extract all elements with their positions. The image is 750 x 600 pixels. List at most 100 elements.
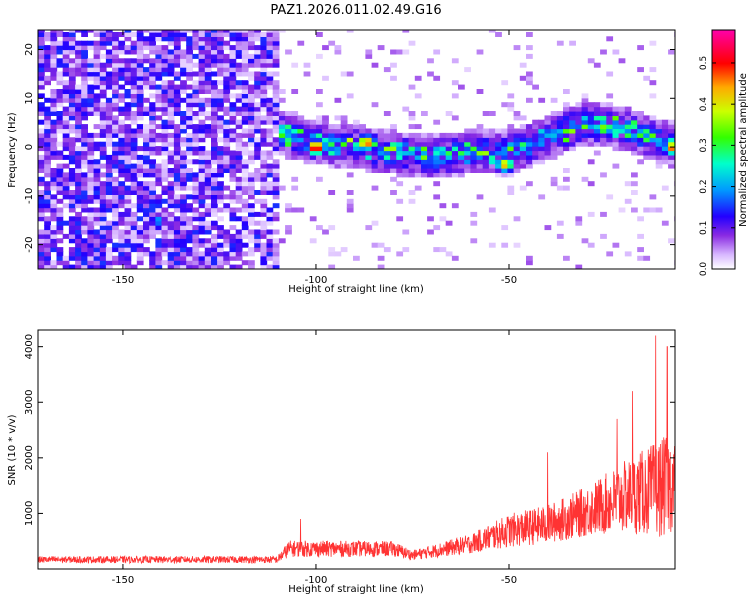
heatmap-cell — [563, 111, 570, 116]
heatmap-cell — [198, 198, 206, 204]
heatmap-cell — [192, 89, 200, 94]
heatmap-cell — [235, 124, 243, 130]
heatmap-cell — [38, 71, 45, 77]
heatmap-cell — [50, 30, 58, 33]
heatmap-cell — [241, 62, 249, 68]
heatmap-cell — [421, 163, 428, 169]
heatmap-cell — [124, 255, 132, 261]
heatmap-cell — [433, 247, 441, 253]
heatmap-cell — [143, 58, 150, 64]
heatmap-cell — [204, 242, 212, 248]
heatmap-cell — [235, 176, 243, 182]
heatmap-cell — [217, 93, 224, 99]
heatmap-cell — [451, 154, 459, 160]
heatmap-cell — [513, 115, 521, 121]
heatmap-cell — [390, 159, 397, 165]
heatmap-cell — [532, 146, 539, 152]
heatmap-cell — [198, 80, 206, 86]
heatmap-cell — [513, 150, 521, 156]
heatmap-cell — [38, 229, 45, 235]
heatmap-cell — [99, 146, 107, 152]
heatmap-cell — [353, 124, 360, 130]
heatmap-cell — [637, 111, 644, 116]
heatmap-cell — [371, 132, 379, 138]
heatmap-cell — [130, 211, 138, 217]
heatmap-cell — [143, 168, 150, 173]
heatmap-cell — [297, 141, 305, 147]
heatmap-cell — [56, 251, 64, 257]
heatmap-cell — [161, 71, 169, 77]
heatmap-cell — [217, 229, 224, 235]
heatmap-cell — [248, 53, 255, 59]
heatmap-cell — [328, 251, 336, 257]
heatmap-cell — [334, 132, 342, 138]
heatmap-cell — [167, 49, 175, 55]
heatmap-cell — [612, 141, 620, 147]
heatmap-cell — [526, 128, 533, 134]
heatmap-cell — [173, 40, 181, 46]
heatmap-cell — [38, 198, 45, 204]
heatmap-cell — [56, 124, 64, 130]
heatmap-cell — [223, 53, 231, 59]
heatmap-cell — [44, 181, 51, 187]
heatmap-cell — [624, 111, 632, 116]
heatmap-cell — [192, 97, 200, 103]
heatmap-cell — [130, 154, 138, 160]
heatmap-cell — [408, 159, 416, 165]
heatmap-cell — [593, 132, 601, 138]
heatmap-cell — [396, 150, 404, 156]
heatmap-cell — [173, 251, 181, 257]
heatmap-cell — [229, 194, 237, 200]
heatmap-cell — [575, 106, 583, 112]
heatmap-cell — [353, 159, 360, 165]
heatmap-cell — [235, 32, 243, 37]
heatmap-cell — [254, 190, 261, 195]
heatmap-cell — [99, 141, 107, 147]
heatmap-cell — [161, 229, 169, 235]
heatmap-cell — [433, 150, 441, 156]
heatmap-cell — [285, 137, 292, 143]
heatmap-cell — [105, 102, 113, 108]
heatmap-cell — [124, 146, 132, 152]
heatmap-cell — [550, 176, 558, 182]
heatmap-cell — [488, 132, 496, 138]
heatmap-cell — [402, 132, 410, 138]
heatmap-cell — [649, 67, 657, 73]
heatmap-cell — [136, 225, 144, 231]
heatmap-cell — [204, 190, 212, 195]
heatmap-cell — [87, 172, 95, 178]
heatmap-cell — [266, 62, 274, 68]
heatmap-cell — [161, 172, 169, 178]
heatmap-cell — [458, 154, 465, 160]
heatmap-cell — [334, 128, 342, 134]
heatmap-cell — [149, 58, 156, 64]
heatmap-cell — [75, 247, 82, 253]
heatmap-cell — [50, 150, 58, 156]
heatmap-cell — [161, 137, 169, 143]
heatmap-cell — [56, 141, 64, 147]
heatmap-cell — [328, 150, 336, 156]
heatmap-cell — [118, 84, 126, 90]
heatmap-cell — [204, 255, 212, 261]
heatmap-cell — [167, 211, 175, 217]
heatmap-cell — [569, 132, 576, 138]
heatmap-cell — [538, 146, 546, 152]
heatmap-cell — [38, 102, 45, 108]
heatmap-cell — [112, 159, 119, 165]
heatmap-cell — [248, 176, 255, 182]
heatmap-cell — [211, 185, 218, 191]
heatmap-cell — [365, 154, 373, 160]
heatmap-cell — [118, 185, 126, 191]
heatmap-cell — [161, 211, 169, 217]
heatmap-cell — [266, 247, 274, 253]
heatmap-cell — [600, 106, 607, 112]
heatmap-cell — [50, 36, 58, 42]
heatmap-cell — [538, 141, 546, 147]
heatmap-cell — [217, 124, 224, 130]
heatmap-cell — [470, 168, 478, 173]
heatmap-cell — [346, 71, 354, 77]
heatmap-cell — [68, 30, 76, 33]
heatmap-cell — [383, 150, 391, 156]
heatmap-cell — [334, 251, 342, 257]
heatmap-cell — [316, 141, 323, 147]
